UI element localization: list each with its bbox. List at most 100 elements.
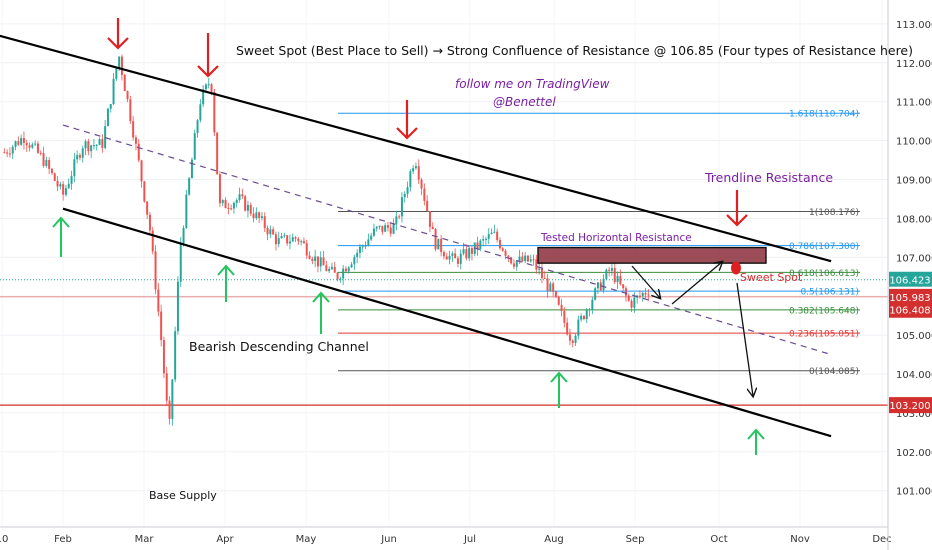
candle-body (426, 200, 429, 212)
candle-body (73, 159, 76, 177)
candle-body (512, 263, 515, 267)
red-down-arrow (197, 33, 219, 78)
candle-body (325, 265, 328, 272)
candle-body (62, 184, 65, 195)
candle-body (115, 68, 118, 79)
candle-body (140, 160, 143, 182)
candle-body (291, 237, 294, 242)
candle-body (521, 256, 524, 262)
candle-body (202, 89, 205, 105)
x-tick-label: Jul (463, 534, 476, 545)
red-down-arrow (726, 190, 748, 227)
candle-body (496, 231, 499, 240)
candle-body (465, 249, 468, 259)
candle-body (580, 315, 583, 320)
candle-body (540, 268, 543, 279)
support-tag: 103.200 (889, 401, 930, 412)
candle-body (370, 235, 373, 240)
candle-body (176, 281, 179, 332)
x-tick-label: May (296, 534, 317, 545)
y-tick-label: 104.000 (896, 370, 932, 381)
candle-body (143, 181, 146, 202)
candle-body (423, 188, 426, 201)
y-tick-label: 102.000 (896, 448, 932, 459)
candle-body (160, 311, 163, 341)
candle-body (375, 226, 378, 229)
path-arrow-3 (736, 282, 753, 396)
candle-body (358, 246, 361, 253)
candle-body (538, 268, 541, 270)
trendline-resistance-label: Trendline Resistance (704, 170, 833, 185)
candle-body (146, 201, 149, 215)
candle-body (120, 56, 123, 76)
support-tag-bg (889, 397, 932, 414)
x-tick-label: Mar (135, 534, 155, 545)
candle-body (3, 152, 6, 154)
candle-body (431, 226, 434, 230)
candle-body (148, 214, 151, 231)
green-up-arrow (312, 291, 330, 334)
candle-body (602, 278, 605, 291)
candle-body (479, 240, 482, 249)
candle-body (398, 216, 401, 218)
candle-body (31, 144, 34, 148)
candle-body (588, 309, 591, 311)
candle-body (244, 196, 247, 211)
sweet-spot-label: Sweet Spot (740, 271, 803, 284)
last-price-tag-bg (889, 271, 932, 288)
y-tick-label: 109.000 (896, 176, 932, 187)
level-a-tag: 106.408 (889, 306, 930, 317)
candle-body (437, 238, 440, 250)
candle-body (314, 256, 317, 262)
candle-body (154, 251, 157, 290)
candle-body (126, 91, 129, 100)
candle-body (392, 223, 395, 234)
candle-body (367, 239, 370, 246)
candle-body (414, 166, 417, 169)
candle-body (409, 171, 412, 188)
green-up-arrow (747, 428, 765, 455)
candle-body (84, 141, 87, 149)
candle-body (193, 133, 196, 160)
fib-label: 0.5(106.131) (800, 288, 859, 298)
candle-body (300, 241, 303, 243)
candle-body (70, 176, 73, 184)
candle-body (134, 137, 137, 144)
candle-body (328, 268, 331, 272)
candle-body (420, 179, 423, 189)
candle-body (395, 216, 398, 224)
candle-body (76, 155, 79, 160)
x-tick-label: Sep (626, 534, 645, 545)
y-tick-label: 105.000 (896, 331, 932, 342)
fib-label: 0.786(107.300) (789, 242, 859, 252)
candle-body (17, 141, 20, 145)
green-up-arrow (550, 371, 568, 408)
candle-body (216, 132, 219, 175)
y-tick-label: 107.000 (896, 253, 932, 264)
candle-body (274, 234, 277, 245)
candle-body (171, 379, 174, 419)
candle-body (468, 248, 471, 259)
candle-body (59, 184, 62, 187)
candle-body (507, 255, 510, 258)
candle-body (353, 256, 356, 265)
candle-body (64, 188, 67, 195)
candle-body (417, 166, 420, 180)
y-tick-label: 103.000 (896, 409, 932, 420)
candle-body (454, 253, 457, 259)
channel-upper-line (0, 34, 832, 263)
candle-body (305, 243, 308, 256)
candle-body (132, 121, 135, 138)
candle-body (638, 295, 641, 297)
candle-body (258, 212, 261, 218)
candle-body (232, 203, 235, 209)
candle-body (157, 289, 160, 312)
candle-body (196, 120, 199, 134)
candle-body (518, 256, 521, 262)
candle-body (529, 259, 532, 262)
candle-body (112, 78, 115, 105)
candle-body (190, 159, 193, 179)
candle-body (344, 268, 347, 272)
candle-body (168, 400, 171, 419)
